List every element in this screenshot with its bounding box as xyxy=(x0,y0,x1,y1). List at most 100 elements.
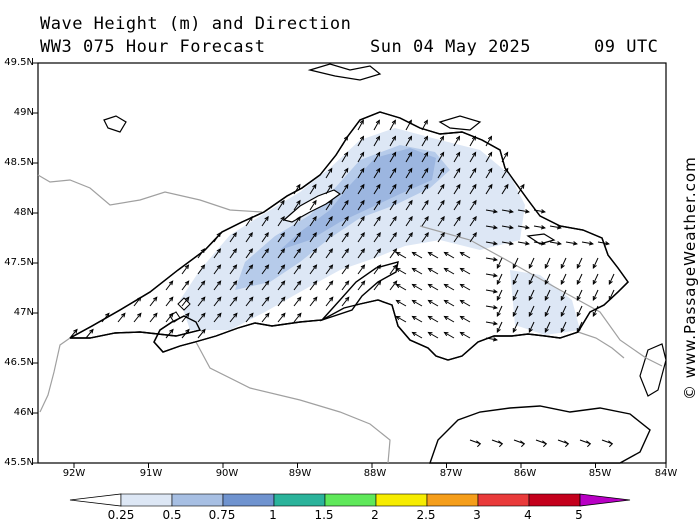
wave-arrow xyxy=(229,264,238,275)
wave-arrow xyxy=(245,215,253,227)
legend-swatch xyxy=(324,493,377,507)
wave-arrow xyxy=(293,231,301,243)
legend-swatch xyxy=(273,493,326,507)
wave-arrow xyxy=(261,280,270,291)
wave-arrow xyxy=(373,135,381,147)
wave-arrow xyxy=(405,119,412,131)
legend-label: 0.5 xyxy=(162,508,182,522)
wave-arrow xyxy=(453,167,461,179)
wave-arrow xyxy=(453,199,461,211)
lat-label: 49.5N xyxy=(4,57,34,68)
wave-arrow xyxy=(437,167,445,179)
wave-arrow xyxy=(395,267,407,275)
wave-arrow xyxy=(512,273,519,286)
site-credit: © www.PassageWeather.com xyxy=(681,156,699,400)
wave-arrow xyxy=(341,231,349,243)
wave-arrow xyxy=(229,231,237,243)
wave-arrow xyxy=(357,248,366,259)
lat-label: 48N xyxy=(13,207,34,218)
wave-arrow xyxy=(309,296,318,307)
lon-label: 87W xyxy=(439,468,463,479)
lake-michigan xyxy=(429,405,651,464)
wave-arrow xyxy=(592,305,599,318)
wave-arrow xyxy=(411,267,423,275)
wave-arrow xyxy=(309,264,318,275)
wave-arrow xyxy=(459,283,471,291)
wave-arrow xyxy=(427,251,439,259)
legend-swatch xyxy=(528,493,581,507)
wave-arrow xyxy=(181,328,190,339)
borders xyxy=(37,174,663,464)
wave-arrow xyxy=(85,328,94,339)
nipigon-bay xyxy=(438,115,482,131)
wave-height-legend xyxy=(69,493,631,507)
wave-arrow xyxy=(459,251,471,259)
wave-arrow xyxy=(512,305,519,318)
inland-lake xyxy=(526,233,556,245)
legend-swatch xyxy=(222,493,275,507)
wave-arrow xyxy=(427,267,439,275)
wave-arrow xyxy=(512,321,519,334)
wave-arrow xyxy=(459,331,471,339)
inland-lake xyxy=(307,63,382,81)
wave-arrow xyxy=(443,283,455,291)
wave-arrow xyxy=(411,315,423,323)
wave-arrow xyxy=(535,439,548,448)
wave-arrow xyxy=(261,248,270,259)
wave-arrow xyxy=(608,289,615,302)
wave-arrow xyxy=(533,225,546,230)
wave-arrow xyxy=(601,439,614,448)
wave-arrow xyxy=(469,135,477,147)
wave-arrow xyxy=(496,257,503,270)
wave-arrow xyxy=(581,241,594,246)
legend-swatch xyxy=(120,493,173,507)
wave-arrow xyxy=(485,183,493,195)
wave-arrow xyxy=(608,273,615,286)
wave-arrow xyxy=(133,296,142,307)
wave-arrow xyxy=(421,231,429,243)
legend-label: 1 xyxy=(269,508,277,522)
wave-arrow xyxy=(165,280,174,291)
wave-arrow xyxy=(501,167,509,179)
wave-arrow xyxy=(443,251,455,259)
wave-arrow xyxy=(485,321,498,326)
wave-arrow xyxy=(389,199,397,211)
wave-arrow xyxy=(513,439,526,448)
lon-label: 89W xyxy=(288,468,312,479)
wave-arrow xyxy=(341,183,349,195)
wave-arrow xyxy=(437,231,445,243)
wave-arrow xyxy=(197,312,206,323)
wave-arrow xyxy=(341,280,350,291)
wave-arrow xyxy=(544,305,551,318)
wave-arrow xyxy=(373,215,381,227)
wave-arrow xyxy=(373,248,382,259)
wave-arrow xyxy=(528,305,535,318)
wave-arrow xyxy=(533,209,546,214)
wave-arrow xyxy=(533,241,546,246)
wave-arrow xyxy=(293,215,301,227)
map-title: Wave Height (m) and Direction xyxy=(40,14,352,34)
wave-arrow xyxy=(357,167,365,179)
wave-arrow xyxy=(496,321,503,334)
wave-arrow xyxy=(485,225,498,230)
wave-arrow xyxy=(443,315,455,323)
wave-arrow xyxy=(592,289,599,302)
wave-arrow xyxy=(165,312,174,323)
wave-arrow xyxy=(501,183,509,195)
wave-arrow xyxy=(405,135,413,147)
legend-label: 4 xyxy=(524,508,532,522)
wave-arrow xyxy=(357,264,366,275)
wave-arrow xyxy=(277,296,286,307)
wave-arrow xyxy=(592,273,599,286)
wave-arrow xyxy=(261,231,269,243)
wave-arrow xyxy=(149,296,158,307)
wave-arrow xyxy=(453,135,461,147)
wave-arrow xyxy=(341,248,350,259)
wave-arrow xyxy=(325,231,333,243)
wave-arrow xyxy=(373,119,380,131)
wave-arrow xyxy=(197,328,206,339)
wave-arrow xyxy=(357,199,365,211)
lon-label: 84W xyxy=(654,468,678,479)
wave-arrow xyxy=(549,241,562,246)
